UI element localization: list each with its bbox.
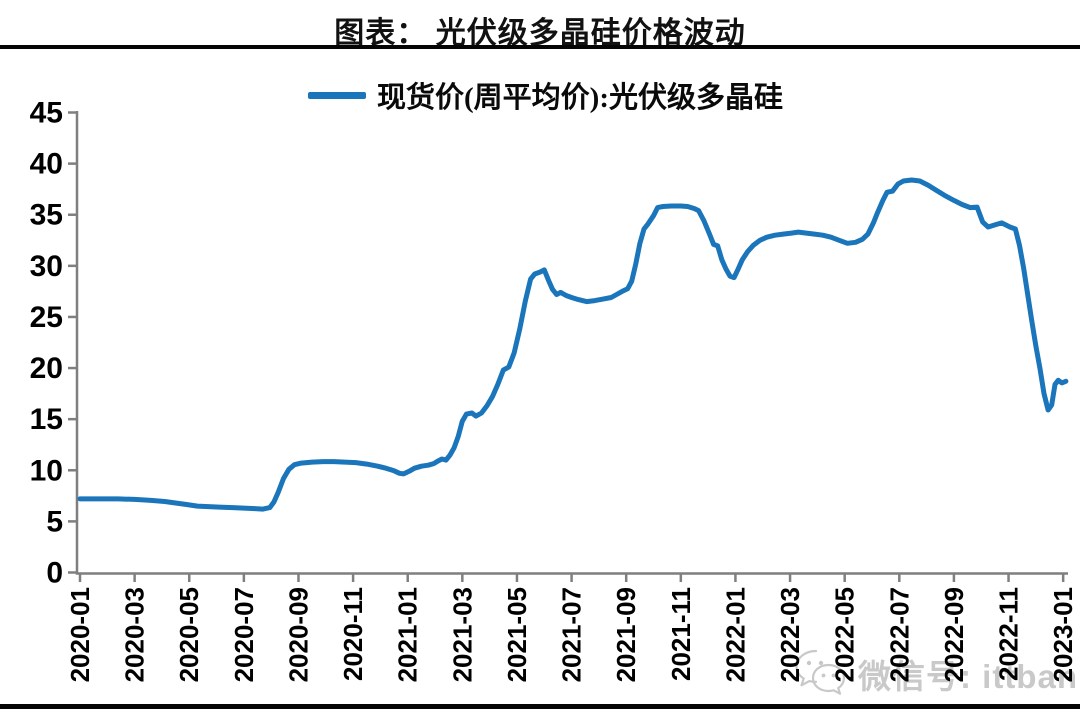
legend: 现货价(周平均价):光伏级多晶硅	[308, 74, 783, 116]
title-divider	[0, 45, 1080, 49]
x-tick-label: 2022-01	[720, 587, 750, 682]
x-tick-label: 2023-01	[1048, 587, 1078, 682]
y-tick-label: 40	[30, 148, 63, 181]
y-tick-label: 30	[30, 250, 63, 283]
legend-label: 现货价(周平均价):光伏级多晶硅	[377, 82, 783, 114]
x-tick-label: 2021-09	[611, 587, 641, 682]
y-tick-label: 35	[30, 199, 63, 232]
y-tick-label: 25	[30, 301, 63, 334]
x-tick-label: 2021-07	[557, 587, 587, 682]
page-title: 图表： 光伏级多晶硅价格波动	[334, 17, 746, 50]
x-tick-label: 2020-07	[229, 587, 259, 682]
legend-line-swatch	[308, 91, 366, 99]
y-tick-label: 5	[46, 505, 63, 538]
x-tick-label: 2020-11	[338, 587, 368, 681]
x-tick-label: 2020-09	[283, 587, 313, 682]
x-tick-label: 2021-03	[447, 587, 477, 682]
price-line-series	[77, 177, 1069, 512]
bottom-divider	[0, 704, 1080, 709]
y-tick-label: 20	[30, 352, 63, 385]
x-tick-label: 2021-11	[666, 587, 696, 681]
x-tick-label: 2022-09	[939, 587, 969, 682]
x-tick-label: 2021-05	[502, 587, 532, 682]
x-tick-label: 2020-01	[65, 587, 95, 682]
x-tick-label: 2021-01	[393, 587, 423, 682]
x-tick-label: 2022-11	[994, 587, 1024, 681]
watermark-text: 微信号: ittbank	[858, 658, 1080, 695]
x-tick-label: 2022-07	[884, 587, 914, 682]
y-tick-label: 10	[30, 454, 63, 487]
x-tick-label: 2022-03	[775, 587, 805, 682]
y-tick-label: 45	[30, 97, 63, 130]
y-tick-label: 0	[46, 557, 63, 590]
y-tick-label: 15	[30, 403, 63, 436]
x-tick-label: 2022-05	[830, 587, 860, 682]
x-tick-label: 2020-03	[120, 587, 150, 682]
watermark: 微信号: ittbank	[792, 648, 1080, 700]
x-tick-label: 2020-05	[174, 587, 204, 682]
wechat-icon	[795, 649, 846, 695]
